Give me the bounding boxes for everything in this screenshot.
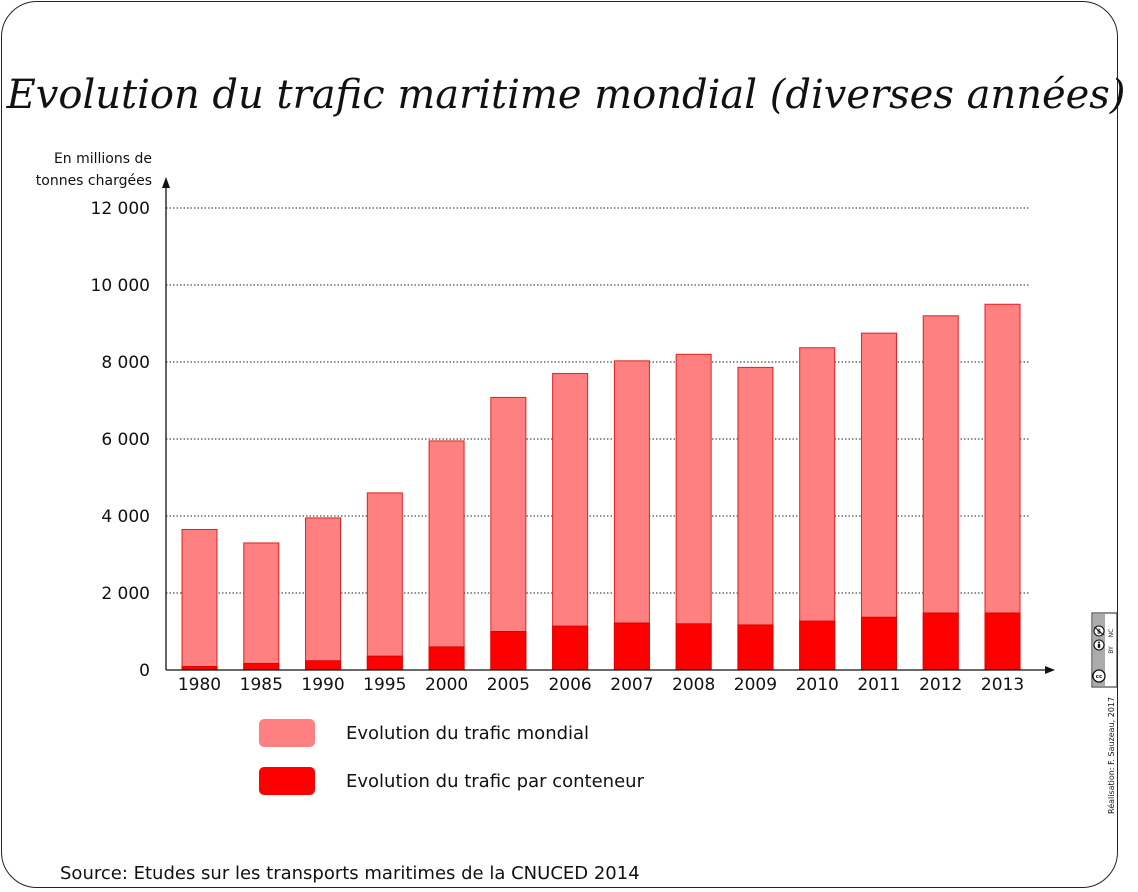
bar-world-traffic xyxy=(305,517,342,671)
cc-by-nc-icon: cc $ BY NC xyxy=(1091,612,1118,688)
x-tick-label: 2013 xyxy=(981,675,1024,695)
y-axis-arrow xyxy=(162,177,170,188)
bar-world-traffic xyxy=(428,440,465,671)
bar-container-traffic xyxy=(922,612,959,671)
legend-label: Evolution du trafic mondial xyxy=(346,723,589,744)
legend-swatch xyxy=(259,767,315,795)
cc-label-nc: NC xyxy=(1108,629,1115,638)
tick-labels: 0 2 000 4 000 6 000 8 000 10 000 12 000 1980 198… xyxy=(91,199,1025,695)
bar-container-traffic xyxy=(552,625,589,671)
x-tick-label: 2007 xyxy=(610,675,653,695)
x-tick-label: 2005 xyxy=(487,675,530,695)
bar-world-traffic xyxy=(181,528,218,671)
bar-world-traffic xyxy=(675,353,712,671)
y-axis-unit-line-1: En millions de xyxy=(54,151,152,167)
y-tick-label: 4 000 xyxy=(101,507,150,527)
x-tick-label: 1990 xyxy=(301,675,344,695)
bar-container-traffic xyxy=(243,662,280,671)
bar-world-traffic xyxy=(860,332,897,671)
bar-container-traffic xyxy=(860,616,897,671)
credit-block: Réalisation: F. Sauzeau, 2017 xyxy=(1106,697,1116,814)
x-tick-label: 1985 xyxy=(240,675,283,695)
bars xyxy=(181,303,1021,671)
x-tick-label: 2009 xyxy=(734,675,777,695)
bar-container-traffic xyxy=(675,623,712,671)
bar-world-traffic xyxy=(984,303,1021,671)
source-note: Source: Etudes sur les transports mariti… xyxy=(60,863,640,884)
bar-world-traffic xyxy=(737,366,774,671)
bar-container-traffic xyxy=(984,612,1021,671)
svg-text:cc: cc xyxy=(1096,674,1103,680)
x-tick-label: 1995 xyxy=(363,675,406,695)
bar-container-traffic xyxy=(366,655,403,671)
bar-container-traffic xyxy=(737,624,774,671)
bar-container-traffic xyxy=(305,660,342,671)
x-tick-label: 2008 xyxy=(672,675,715,695)
bar-container-traffic xyxy=(490,631,527,671)
legend-swatch xyxy=(259,719,315,747)
legend-label: Evolution du trafic par conteneur xyxy=(346,771,645,792)
y-tick-label: 12 000 xyxy=(91,199,150,219)
y-tick-label: 0 xyxy=(139,661,150,681)
cc-label-by: BY xyxy=(1108,646,1115,654)
y-axis-unit-line-2: tonnes chargées xyxy=(36,173,152,189)
bar-world-traffic xyxy=(490,396,527,671)
y-tick-label: 6 000 xyxy=(101,430,150,450)
cc-icon xyxy=(1092,669,1106,683)
axes xyxy=(162,177,1055,674)
x-tick-label: 2006 xyxy=(548,675,591,695)
bar-container-traffic xyxy=(428,646,465,671)
x-tick-label: 2012 xyxy=(919,675,962,695)
x-tick-label: 2010 xyxy=(796,675,839,695)
chart-frame xyxy=(1,1,1118,888)
x-tick-label: 2011 xyxy=(857,675,900,695)
bar-world-traffic xyxy=(799,347,836,671)
bar-container-traffic xyxy=(613,622,650,671)
bar-world-traffic xyxy=(922,315,959,671)
y-tick-label: 10 000 xyxy=(91,276,150,296)
x-tick-label: 1980 xyxy=(178,675,221,695)
legend: Evolution du trafic mondial Evolution du … xyxy=(259,719,645,795)
y-tick-label: 2 000 xyxy=(101,584,150,604)
bar-world-traffic xyxy=(366,492,403,671)
x-tick-label: 2000 xyxy=(425,675,468,695)
y-tick-label: 8 000 xyxy=(101,353,150,373)
chart-title: Evolution du trafic maritime mondial (di… xyxy=(6,72,1126,118)
bar-world-traffic xyxy=(552,373,589,671)
bar-world-traffic xyxy=(243,542,280,671)
gridlines xyxy=(166,207,1030,594)
credit-text: Réalisation: F. Sauzeau, 2017 xyxy=(1106,697,1116,814)
x-axis-arrow xyxy=(1045,666,1055,674)
bar-container-traffic xyxy=(799,620,836,671)
